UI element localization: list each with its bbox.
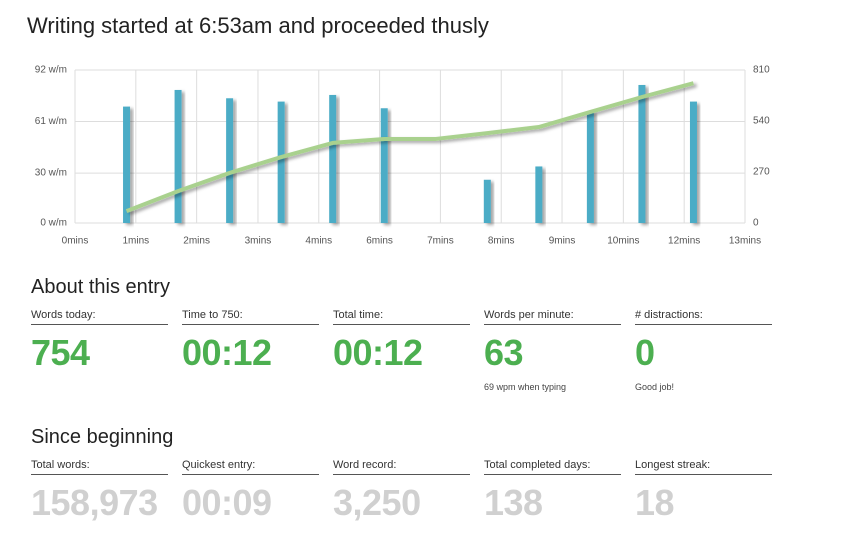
bar bbox=[689, 101, 697, 223]
stat-label: Quickest entry: bbox=[182, 459, 319, 475]
x-tick-label: 13mins bbox=[729, 236, 761, 247]
stat-value: 158,973 bbox=[31, 482, 158, 523]
y2-tick-label: 540 bbox=[753, 116, 770, 127]
stat-value: 00:12 bbox=[182, 332, 272, 373]
x-tick-label: 12mins bbox=[668, 236, 700, 247]
section-title: About this entry bbox=[31, 276, 170, 298]
line bbox=[125, 81, 694, 213]
stat-value: 3,250 bbox=[333, 482, 421, 523]
x-tick-label: 1mins bbox=[122, 236, 149, 247]
stat-label: Total time: bbox=[333, 309, 470, 325]
stat: Total words: 158,973 bbox=[31, 459, 168, 524]
bar bbox=[174, 89, 182, 224]
stat: Longest streak: 18 bbox=[635, 459, 772, 524]
stat-note: Good job! bbox=[635, 382, 675, 392]
x-tick-label: 8mins bbox=[488, 236, 515, 247]
x-tick-label: 6mins bbox=[366, 236, 393, 247]
bar bbox=[483, 179, 491, 223]
stat: Word record: 3,250 bbox=[333, 459, 470, 524]
section-title: Since beginning bbox=[31, 426, 174, 448]
stat: Total time: 00:12 bbox=[333, 309, 470, 374]
bar bbox=[535, 166, 543, 223]
x-tick-label: 7mins bbox=[427, 236, 454, 247]
stat-label: Words today: bbox=[31, 309, 168, 325]
y2-tick-label: 0 bbox=[753, 218, 759, 229]
stat: # distractions: 0 Good job! bbox=[635, 309, 772, 392]
stat-value: 00:09 bbox=[182, 482, 272, 523]
y2-tick-label: 810 bbox=[753, 65, 770, 76]
stat-value: 00:12 bbox=[333, 332, 423, 373]
stat-label: # distractions: bbox=[635, 309, 772, 325]
x-tick-label: 10mins bbox=[607, 236, 639, 247]
bar bbox=[277, 101, 285, 223]
stat: Total completed days: 138 bbox=[484, 459, 621, 524]
stat: Words today: 754 bbox=[31, 309, 168, 374]
stat-value: 63 bbox=[484, 332, 524, 373]
stat: Time to 750: 00:12 bbox=[182, 309, 319, 374]
stat-label: Total completed days: bbox=[484, 459, 621, 475]
stat-label: Longest streak: bbox=[635, 459, 772, 475]
y-tick-label: 61 w/m bbox=[35, 116, 67, 127]
stat-label: Time to 750: bbox=[182, 309, 319, 325]
x-tick-label: 4mins bbox=[305, 236, 332, 247]
y2-tick-label: 270 bbox=[753, 167, 770, 178]
stat-note: 69 wpm when typing bbox=[484, 382, 567, 392]
bar bbox=[123, 106, 131, 223]
bar bbox=[329, 94, 337, 224]
y-tick-label: 92 w/m bbox=[35, 65, 67, 76]
chart-title: Writing started at 6:53am and proceeded … bbox=[27, 13, 489, 38]
stat-label: Word record: bbox=[333, 459, 470, 475]
x-tick-label: 2mins bbox=[183, 236, 210, 247]
chart: Writing started at 6:53am and proceeded … bbox=[27, 13, 770, 247]
stat-label: Words per minute: bbox=[484, 309, 621, 325]
stat: Quickest entry: 00:09 bbox=[182, 459, 319, 524]
stat-value: 18 bbox=[635, 482, 675, 523]
x-tick-label: 3mins bbox=[245, 236, 272, 247]
y-tick-label: 0 w/m bbox=[40, 218, 67, 229]
stat-value: 138 bbox=[484, 482, 543, 523]
bar bbox=[638, 84, 646, 223]
x-tick-label: 9mins bbox=[549, 236, 576, 247]
stat-value: 0 bbox=[635, 332, 655, 373]
stat-value: 754 bbox=[31, 332, 90, 373]
x-tick-label: 0mins bbox=[62, 236, 89, 247]
bar bbox=[586, 111, 594, 223]
stat: Words per minute: 63 69 wpm when typing bbox=[484, 309, 621, 392]
stat-label: Total words: bbox=[31, 459, 168, 475]
y-tick-label: 30 w/m bbox=[35, 168, 67, 179]
bar bbox=[380, 108, 388, 223]
bar bbox=[226, 98, 234, 223]
